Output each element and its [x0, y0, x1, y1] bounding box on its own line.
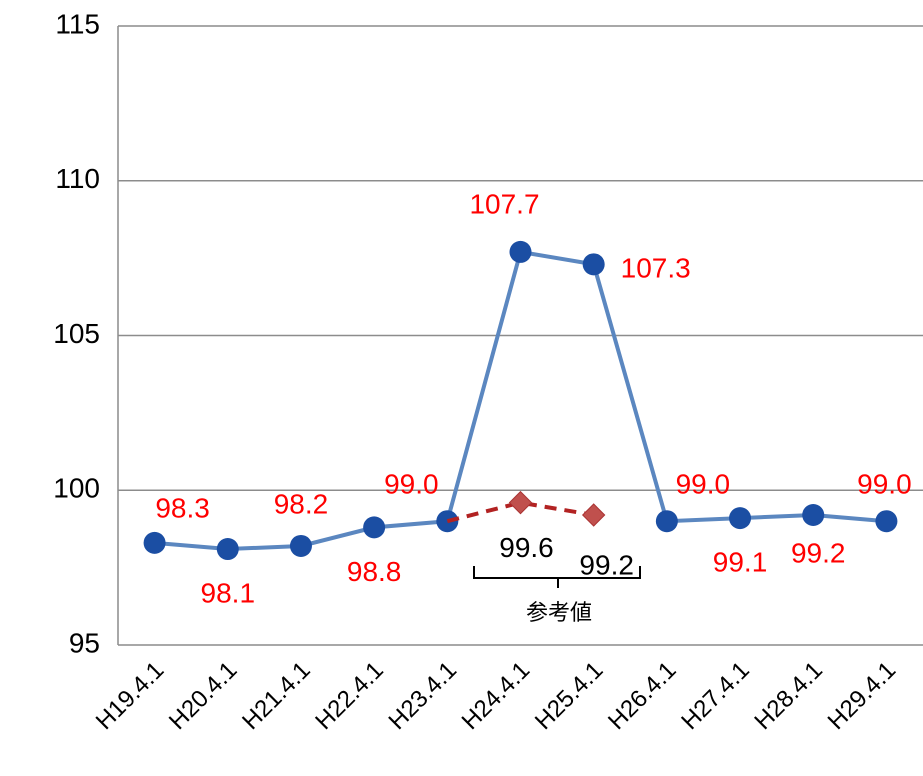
data-label: 98.8 — [347, 556, 402, 587]
data-label: 99.2 — [579, 549, 634, 580]
marker — [581, 503, 606, 527]
y-tick-label: 105 — [53, 318, 100, 349]
marker — [582, 253, 605, 276]
marker — [363, 516, 386, 539]
marker — [509, 240, 532, 263]
data-label: 99.0 — [676, 469, 731, 500]
marker — [216, 538, 239, 561]
data-label: 99.0 — [857, 469, 912, 500]
marker — [875, 510, 898, 533]
x-tick-label: H24.4.1 — [457, 657, 536, 736]
x-tick-label: H29.4.1 — [823, 657, 902, 736]
data-label: 98.1 — [201, 577, 256, 608]
data-label: 99.0 — [384, 469, 439, 500]
marker — [143, 531, 166, 554]
x-tick-label: H27.4.1 — [676, 657, 755, 736]
x-tick-label: H20.4.1 — [164, 657, 243, 736]
x-tick-label: H22.4.1 — [310, 657, 389, 736]
y-tick-label: 95 — [69, 627, 100, 658]
data-label: 99.1 — [713, 546, 768, 577]
marker — [802, 504, 825, 527]
x-tick-label: H21.4.1 — [237, 657, 316, 736]
data-label: 99.2 — [791, 537, 846, 568]
x-tick-label: H19.4.1 — [91, 657, 170, 736]
marker — [655, 510, 678, 533]
data-label: 99.6 — [499, 532, 554, 563]
data-label: 98.3 — [155, 492, 210, 523]
x-tick-label: H23.4.1 — [384, 657, 463, 736]
y-tick-label: 115 — [55, 8, 100, 39]
y-tick-label: 110 — [55, 163, 100, 194]
x-tick-label: H26.4.1 — [603, 657, 682, 736]
bracket — [473, 566, 641, 588]
data-label: 98.2 — [274, 488, 329, 519]
data-label: 107.3 — [621, 253, 691, 284]
y-tick-label: 100 — [53, 473, 100, 504]
marker — [289, 534, 312, 557]
series-line — [446, 500, 595, 524]
data-label: 107.7 — [469, 188, 539, 219]
marker — [508, 490, 533, 515]
annotation: 参考値 — [526, 600, 592, 625]
x-tick-label: H28.4.1 — [749, 657, 828, 736]
x-tick-label: H25.4.1 — [530, 657, 609, 736]
marker — [729, 507, 752, 530]
